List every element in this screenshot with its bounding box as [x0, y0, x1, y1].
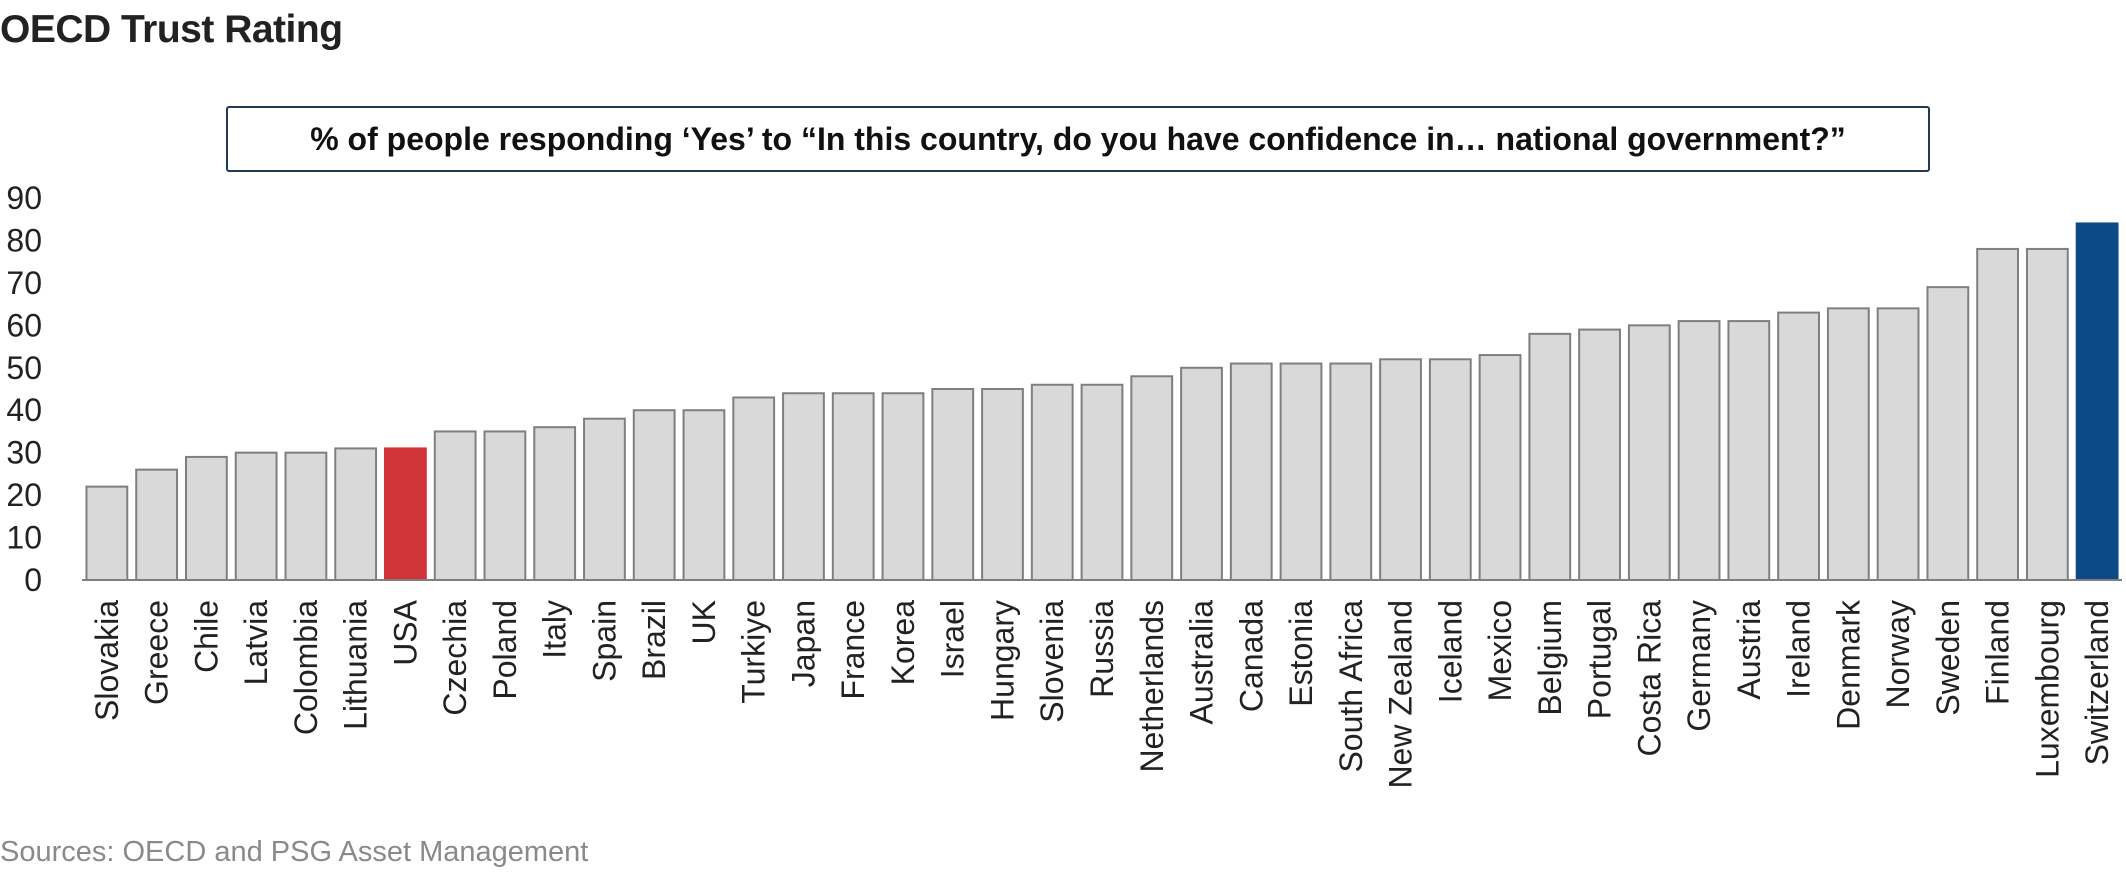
bar-netherlands	[1130, 375, 1174, 581]
x-tick-label: Slovakia	[89, 600, 125, 721]
x-tick-label: Estonia	[1283, 600, 1319, 707]
y-tick-label: 0	[24, 562, 42, 598]
bar-germany	[1677, 320, 1721, 581]
x-tick-label: Canada	[1233, 600, 1269, 712]
bar-spain	[583, 417, 626, 582]
x-tick-label: Denmark	[1830, 599, 1866, 730]
x-tick-label: France	[835, 600, 871, 700]
x-tick-label: Brazil	[636, 600, 672, 680]
x-tick-label: Hungary	[984, 600, 1020, 721]
x-tick-label: Switzerland	[2079, 600, 2115, 765]
y-tick-label: 40	[6, 392, 42, 428]
bar-poland	[483, 430, 527, 582]
bar-south-africa	[1329, 362, 1373, 581]
bar-russia	[1080, 383, 1124, 581]
x-tick-label: Czechia	[437, 600, 473, 716]
x-tick-label: Germany	[1681, 600, 1717, 732]
x-tick-label: Turkiye	[736, 600, 772, 704]
bar-denmark	[1826, 307, 1870, 581]
bar-israel	[931, 388, 975, 581]
x-tick-label: Chile	[188, 600, 224, 673]
x-tick-label: Slovenia	[1034, 600, 1070, 723]
bar-colombia	[284, 451, 328, 581]
bar-uk	[682, 409, 726, 581]
bar-canada	[1229, 362, 1273, 581]
x-tick-label: Australia	[1184, 600, 1220, 725]
bar-austria	[1727, 320, 1771, 581]
x-tick-label: Spain	[586, 600, 622, 682]
bar-estonia	[1279, 362, 1323, 581]
bar-chart: 0 10 20 30 40 50 60 70 80 90 Slovakia Greece Chile La…	[6, 180, 2122, 789]
bar-australia	[1180, 366, 1223, 581]
bar-japan	[782, 392, 825, 581]
x-tick-label: Costa Rica	[1631, 600, 1667, 757]
bar-turkiye	[732, 396, 776, 581]
bar-slovenia	[1030, 383, 1074, 581]
x-tick-label: Poland	[487, 600, 523, 700]
x-tick-label: Latvia	[238, 600, 274, 686]
bar-latvia	[234, 451, 278, 581]
chart-title: OECD Trust Rating	[0, 8, 343, 51]
x-tick-label: New Zealand	[1383, 600, 1419, 789]
bar-switzerland	[2075, 222, 2119, 581]
bar-italy	[533, 426, 577, 582]
y-tick-label: 60	[6, 307, 42, 343]
x-tick-label: South Africa	[1333, 600, 1369, 773]
x-tick-label: Sweden	[1930, 600, 1966, 716]
bar-mexico	[1478, 354, 1522, 581]
bar-brazil	[632, 409, 676, 581]
x-tick-label: Belgium	[1532, 600, 1568, 716]
x-tick-label: Japan	[785, 600, 821, 687]
bar-sweden	[1926, 286, 1970, 581]
bar-slovakia	[85, 485, 129, 581]
x-tick-label: Lithuania	[338, 600, 374, 730]
bar-portugal	[1578, 328, 1621, 582]
y-tick-label: 80	[6, 222, 42, 258]
x-tick-label: Russia	[1084, 600, 1120, 698]
x-tick-label: Mexico	[1482, 600, 1518, 701]
bar-hungary	[981, 388, 1024, 581]
y-tick-label: 20	[6, 477, 42, 513]
x-tick-label: Italy	[537, 600, 573, 659]
bar-usa	[384, 447, 427, 581]
y-tick-label: 30	[6, 435, 42, 471]
y-tick-label: 70	[6, 265, 42, 301]
y-tick-label: 10	[6, 520, 42, 556]
bar-costa-rica	[1627, 324, 1671, 582]
y-tick-label: 50	[6, 350, 42, 386]
x-tick-label: USA	[387, 599, 423, 665]
bar-france	[831, 392, 875, 581]
x-tick-label: Netherlands	[1134, 600, 1170, 773]
x-tick-label: Norway	[1880, 600, 1916, 708]
bar-new-zealand	[1379, 358, 1422, 581]
x-tick-label: Israel	[935, 600, 971, 678]
x-tick-label: Finland	[1980, 600, 2016, 705]
bar-lithuania	[334, 447, 378, 581]
bar-belgium	[1528, 332, 1572, 582]
y-tick-label: 90	[6, 180, 42, 216]
x-tick-label: Austria	[1731, 600, 1767, 700]
bar-czechia	[433, 430, 477, 582]
x-tick-label: Ireland	[1781, 600, 1817, 698]
bar-korea	[881, 392, 925, 581]
bar-norway	[1876, 307, 1920, 581]
bar-chile	[184, 455, 228, 581]
bar-finland	[1976, 247, 2020, 582]
x-tick-label: Iceland	[1432, 600, 1468, 703]
chart-subtitle-box: % of people responding ‘Yes’ to “In this…	[226, 106, 1930, 172]
bar-luxembourg	[2025, 247, 2069, 582]
bar-ireland	[1777, 311, 1820, 581]
x-tick-label: Korea	[885, 600, 921, 686]
x-tick-label: Luxembourg	[2029, 600, 2065, 778]
bar-iceland	[1428, 358, 1472, 581]
x-tick-label: UK	[686, 600, 722, 644]
x-tick-label: Colombia	[288, 600, 324, 735]
x-tick-label: Greece	[139, 600, 175, 705]
source-note: Sources: OECD and PSG Asset Management	[0, 836, 589, 868]
x-tick-label: Portugal	[1582, 600, 1618, 719]
chart-subtitle: % of people responding ‘Yes’ to “In this…	[310, 120, 1846, 157]
bar-greece	[135, 468, 179, 581]
